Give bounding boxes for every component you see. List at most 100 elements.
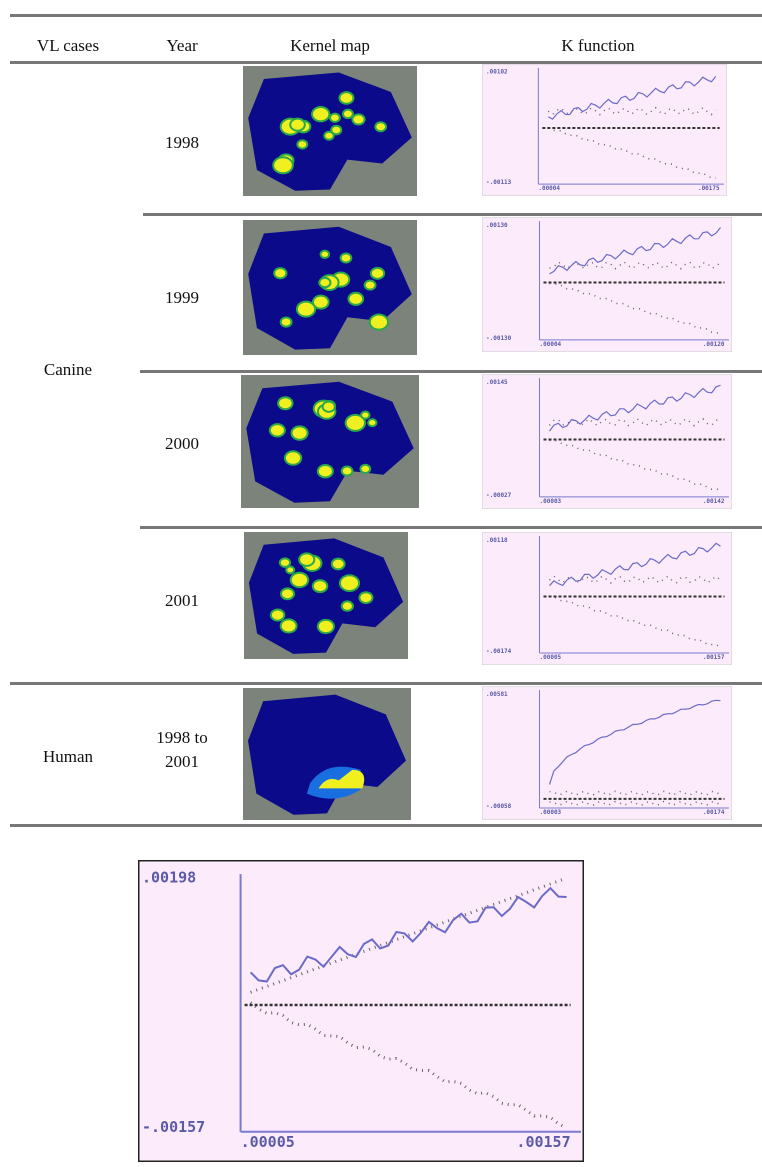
k-function-plot: .00145 -.00027 .00003 .00142 (482, 374, 732, 509)
x-right-label: .00142 (703, 498, 725, 505)
k-function-plot: .00581 -.00058 .00003 .00174 (482, 686, 732, 820)
hotspot (341, 254, 351, 262)
year: 1998 (165, 133, 199, 152)
plot-background (482, 532, 732, 665)
lower-envelope (547, 127, 716, 179)
hotspot (313, 581, 327, 592)
hotspot (318, 465, 332, 477)
year: 1999 (165, 288, 199, 307)
y-top-label: .00581 (486, 691, 508, 698)
hotspot (349, 293, 363, 304)
x-right-label: .00120 (703, 341, 725, 348)
y-top-label: .00130 (486, 222, 508, 229)
hotspot (291, 573, 308, 587)
hotspot (332, 559, 344, 569)
hotspot (343, 110, 352, 118)
table-rule (143, 213, 762, 216)
y-bottom-label: -.00130 (486, 335, 512, 342)
hotspot (274, 158, 292, 173)
upper-envelope (549, 260, 722, 270)
hotspot (297, 302, 315, 316)
table-rule (140, 370, 762, 373)
upper-envelope (548, 417, 721, 427)
hotspot (281, 318, 291, 326)
k-curve (549, 227, 721, 275)
hotspot (275, 269, 286, 278)
hotspot (371, 268, 384, 278)
table-rule (10, 14, 762, 17)
year: 2000 (165, 434, 199, 453)
hotspot (325, 132, 333, 139)
table-rule (10, 61, 762, 64)
column-header: Kernel map (290, 36, 370, 55)
hotspot (340, 93, 353, 103)
plot-background (482, 217, 732, 352)
y-bottom-label: -.00174 (486, 648, 512, 655)
x-left-label: .00003 (540, 498, 562, 505)
column-header: Year (166, 36, 198, 55)
table-rule (10, 682, 762, 685)
plot-background (482, 64, 727, 196)
hotspot (318, 769, 365, 789)
x-left-label: .00005 (540, 654, 562, 661)
k-curve (549, 384, 721, 432)
y-top-label: .00145 (486, 379, 508, 386)
hotspot (320, 278, 330, 287)
y-top-label: .00198 (142, 869, 196, 887)
x-left-label: .00005 (241, 1133, 295, 1151)
study-area (246, 381, 414, 503)
lower-envelope (549, 439, 721, 491)
hotspot (271, 610, 284, 620)
x-right-label: .00175 (698, 185, 720, 192)
upper-envelope (549, 575, 722, 584)
x-left-label: .00004 (538, 185, 560, 192)
hotspot (285, 452, 301, 464)
hotspot (282, 589, 294, 599)
lower-envelope (549, 595, 721, 648)
column-header: VL cases (36, 36, 100, 55)
k-curve (249, 886, 567, 983)
hotspot (313, 296, 328, 308)
hotspot (313, 108, 329, 121)
x-left-label: .00004 (540, 341, 562, 348)
kernel-map (241, 375, 419, 508)
kernel-map (243, 66, 417, 196)
hotspot (360, 593, 372, 603)
year: 2001 (165, 591, 199, 610)
x-right-label: .00157 (703, 654, 725, 661)
y-bottom-label: -.00113 (486, 179, 512, 186)
y-bottom-label: -.00027 (486, 492, 512, 499)
plot-background (482, 374, 732, 509)
hotspot (292, 427, 307, 439)
year: 1998 to 2001 (156, 728, 208, 771)
lower-envelope (549, 282, 721, 334)
hotspot (342, 602, 352, 610)
hotspot (287, 567, 294, 573)
hotspot (330, 114, 339, 121)
hotspot (376, 123, 386, 131)
hotspot (280, 559, 290, 566)
x-right-label: .00174 (703, 809, 725, 816)
hotspot (270, 425, 284, 436)
hotspot (362, 412, 369, 418)
table-rule (10, 824, 762, 827)
hotspot (346, 415, 365, 430)
k-curve (549, 542, 721, 587)
y-top-label: .00118 (486, 537, 508, 544)
hotspot (370, 315, 388, 329)
hotspot (291, 119, 304, 130)
hotspot (369, 420, 376, 426)
kernel-map (243, 688, 411, 820)
kernel-map (244, 532, 408, 659)
y-bottom-label: -.00058 (486, 803, 512, 810)
hotspot (281, 620, 296, 632)
y-top-label: .00102 (486, 69, 508, 76)
hotspot (323, 402, 334, 411)
hotspot (300, 554, 314, 565)
lower-envelope (249, 1001, 568, 1130)
study-area (248, 694, 406, 815)
k-function-plot: .00198 -.00157 .00005 .00157 (138, 860, 584, 1162)
upper-envelope (250, 876, 568, 994)
y-bottom-label: -.00157 (142, 1118, 205, 1136)
